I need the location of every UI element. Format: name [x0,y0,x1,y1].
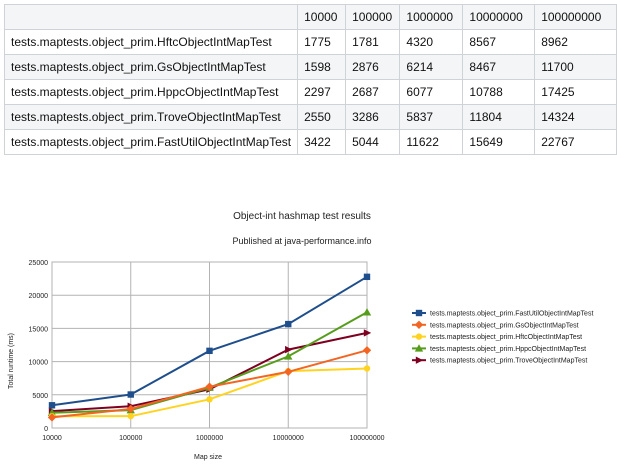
table-header-cell: 100000000 [534,4,617,30]
x-tick-label: 10000 [42,435,62,442]
plot-border [51,261,368,429]
data-point [285,345,293,354]
x-tick-label: 100000000 [349,435,384,442]
data-point [206,396,213,403]
table-cell: 3422 [297,129,347,155]
table-cell: 5837 [399,104,464,130]
table-cell: 15649 [462,129,536,155]
table-cell: 14324 [534,104,617,130]
legend: tests.maptests.object_prim.FastUtilObjec… [412,309,593,365]
table-cell: 6077 [399,79,464,105]
data-point [285,320,292,328]
data-point [363,273,371,281]
legend-label: tests.maptests.object_prim.HftcObjectInt… [430,334,582,341]
table-cell: 6214 [399,54,464,80]
y-tick-label: 25000 [29,260,49,267]
data-point [284,352,293,360]
x-tick-label: 10000000 [273,435,304,442]
table-cell: 8962 [534,29,617,55]
table-cell: 5044 [345,129,401,155]
table-cell: 1781 [345,29,401,55]
table-cell: 2687 [345,79,401,105]
x-tick-label: 100000 [119,435,142,442]
y-tick-label: 5000 [32,393,48,400]
table-row-label: tests.maptests.object_prim.HftcObjectInt… [3,29,299,55]
y-tick-label: 20000 [29,293,49,300]
table-row: tests.maptests.object_prim.HftcObjectInt… [3,29,617,55]
table-row-label: tests.maptests.object_prim.FastUtilObjec… [3,129,299,155]
legend-label: tests.maptests.object_prim.HppcObjectInt… [430,346,586,353]
y-tick-label: 0 [44,426,48,433]
table-cell: 4320 [399,29,464,55]
data-point [415,333,423,340]
table-cell: 22767 [534,129,617,155]
data-point [127,391,134,398]
table-header-cell: 10000 [297,4,347,30]
table-cell: 2876 [345,54,401,80]
table-cell: 2550 [297,104,347,130]
data-point [362,346,372,355]
data-point [47,413,57,422]
data-point [415,309,423,317]
data-point [363,329,372,337]
legend-label: tests.maptests.object_prim.GsObjectIntMa… [430,322,579,329]
line-chart-svg: Object-int hashmap test results Publishe… [8,211,593,461]
table-header-row: 10000 100000 1000000 10000000 100000000 [3,4,617,30]
data-point [127,412,134,420]
table-row: tests.maptests.object_prim.TroveObjectIn… [3,104,617,130]
table-row-label: tests.maptests.object_prim.GsObjectIntMa… [3,54,299,80]
table-cell: 1598 [297,54,347,80]
results-table: 10000 100000 1000000 10000000 100000000 tests… [3,4,617,155]
data-point [284,367,293,376]
data-point [126,404,135,414]
table-row: tests.maptests.object_prim.HppcObjectInt… [3,79,617,105]
table-cell: 11700 [534,54,617,80]
table-header-cell: 100000 [345,4,401,30]
data-point [414,320,424,329]
table-cell: 10788 [462,79,536,105]
table-row: tests.maptests.object_prim.GsObjectIntMa… [3,54,617,80]
x-axis-label: Map size [194,454,222,461]
x-tick-label: 1000000 [196,435,223,442]
table-cell: 1775 [297,29,347,55]
table-corner-cell [3,4,299,30]
data-point [48,402,56,409]
table-cell: 11804 [462,104,536,130]
data-point [363,365,371,372]
table-header-cell: 1000000 [399,4,464,30]
table-row-label: tests.maptests.object_prim.TroveObjectIn… [3,104,299,130]
y-axis-label: Total runtime (ms) [8,333,15,389]
table-cell: 17425 [534,79,617,105]
table-cell: 2297 [297,79,347,105]
line-chart: Object-int hashmap test results Publishe… [0,200,617,468]
legend-label: tests.maptests.object_prim.FastUtilObjec… [430,311,593,318]
data-point [206,347,213,355]
legend-label: tests.maptests.object_prim.TroveObjectIn… [430,358,587,365]
data-point [415,356,424,364]
chart-title: Object-int hashmap test results [233,211,371,222]
table-cell: 8567 [462,29,536,55]
y-tick-label: 10000 [29,360,49,367]
data-point [414,344,424,352]
table-cell: 11622 [399,129,464,155]
y-tick-label: 15000 [29,326,49,333]
table-row-label: tests.maptests.object_prim.HppcObjectInt… [3,79,299,105]
table-cell: 8467 [462,54,536,80]
plot-area: 0 5000 10000 15000 20000 25000 10000 100000 1000… [29,260,385,442]
data-point [362,308,372,316]
table-cell: 3286 [345,104,401,130]
table-header-cell: 10000000 [462,4,536,30]
chart-subtitle: Published at java-performance.info [232,236,371,246]
table-row: tests.maptests.object_prim.FastUtilObjec… [3,129,617,155]
